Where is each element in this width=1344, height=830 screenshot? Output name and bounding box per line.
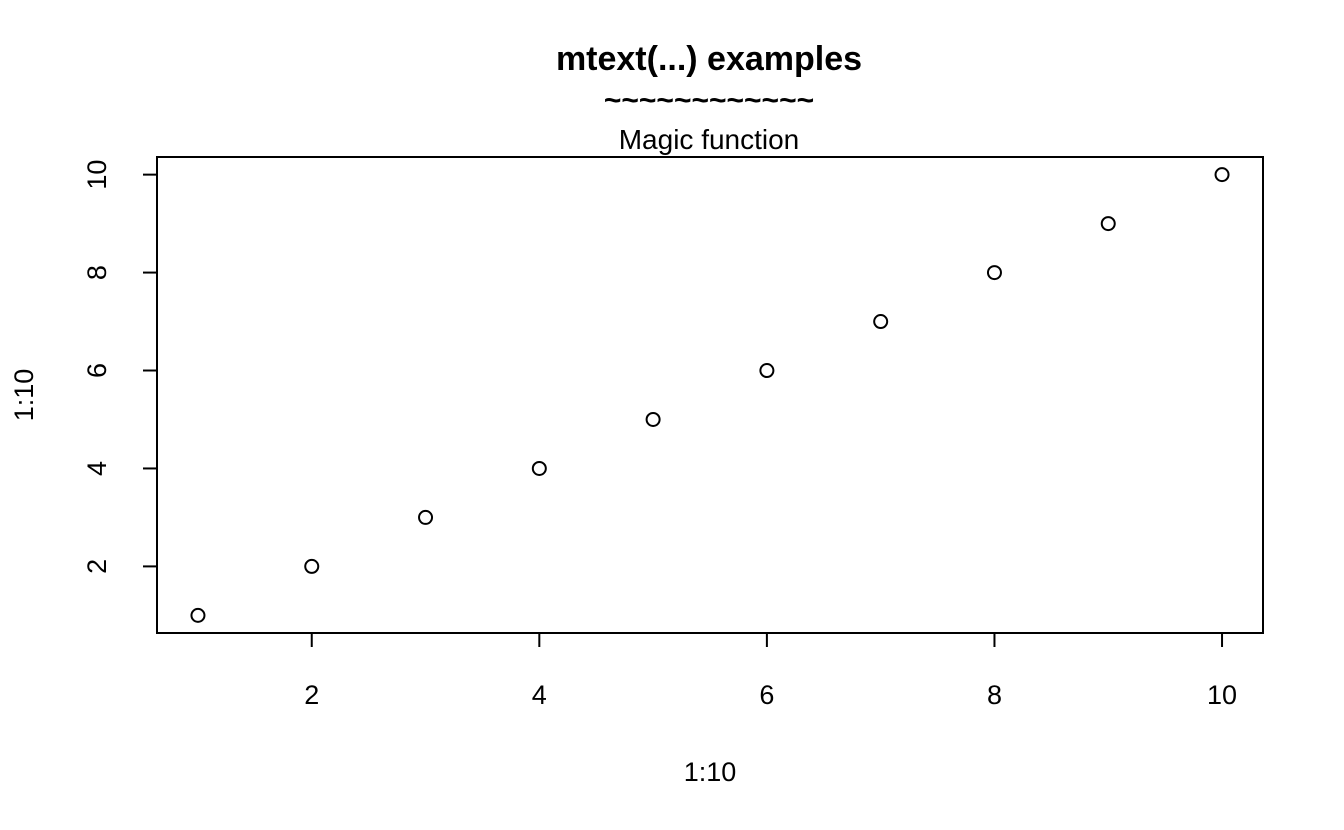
chart-title: mtext(...) examples (556, 40, 862, 78)
data-point (1214, 167, 1230, 183)
x-tick-label: 2 (304, 680, 319, 710)
data-point (1100, 216, 1116, 232)
data-point (759, 363, 775, 379)
y-tick-label: 6 (82, 363, 112, 378)
x-tick-label: 4 (532, 680, 547, 710)
data-point (873, 314, 889, 330)
data-point (645, 411, 661, 427)
data-point (418, 509, 434, 525)
plot-area-frame (156, 156, 1264, 634)
data-point (190, 607, 206, 623)
data-point (531, 460, 547, 476)
y-tick-label: 10 (82, 160, 112, 190)
title-decoration: ~~~~~~~~~~~~ (604, 84, 814, 117)
data-point (986, 265, 1002, 281)
y-tick-label: 4 (82, 461, 112, 476)
data-points (190, 167, 1230, 623)
x-axis: 2 4 6 8 10 (304, 632, 1237, 710)
chart-subtitle: Magic function (619, 124, 800, 155)
x-tick-label: 8 (987, 680, 1002, 710)
y-axis-label: 1:10 (9, 369, 39, 422)
y-tick-label: 8 (82, 265, 112, 280)
data-point (304, 558, 320, 574)
y-axis: 2 4 6 8 10 (82, 160, 158, 574)
x-tick-label: 10 (1207, 680, 1237, 710)
y-tick-label: 2 (82, 559, 112, 574)
x-tick-label: 6 (759, 680, 774, 710)
x-axis-label: 1:10 (684, 757, 737, 787)
